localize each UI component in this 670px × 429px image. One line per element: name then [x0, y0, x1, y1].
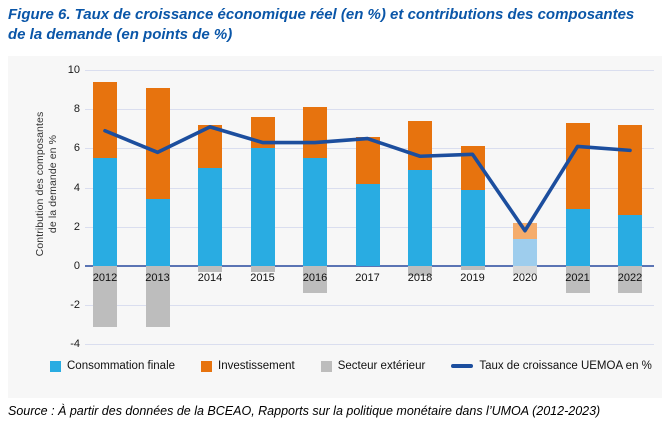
bar-segment-investissement-2012 — [93, 81, 117, 159]
bar-segment-secteur-exterieur-2022 — [618, 266, 642, 294]
x-axis-label-2013: 2013 — [145, 272, 170, 284]
bar-segment-secteur-exterieur-2016 — [303, 266, 327, 294]
legend-label: Taux de croissance UEMOA en % — [479, 360, 652, 372]
zero-axis-line — [85, 265, 654, 267]
figure-title: Figure 6. Taux de croissance économique … — [8, 5, 664, 45]
legend-line-swatch — [451, 364, 474, 368]
bar-segment-investissement-2014 — [198, 124, 222, 168]
y-tick-label: 8 — [73, 103, 80, 116]
bar-segment-investissement-2018 — [408, 120, 432, 170]
gridline — [85, 109, 654, 111]
bar-segment-consommation-finale-2020 — [513, 238, 537, 266]
bar-segment-investissement-2020 — [513, 222, 537, 239]
bar-segment-investissement-2022 — [618, 124, 642, 216]
gridline — [85, 305, 654, 307]
gridline — [85, 70, 654, 71]
bar-segment-consommation-finale-2021 — [565, 209, 590, 266]
bar-segment-investissement-2017 — [355, 136, 380, 184]
x-axis-label-2018: 2018 — [407, 272, 433, 284]
y-tick-label: -2 — [70, 299, 80, 312]
bar-segment-consommation-finale-2022 — [618, 215, 642, 266]
legend-square-swatch — [50, 360, 61, 372]
x-axis-label-2015: 2015 — [250, 272, 275, 284]
bar-segment-consommation-finale-2016 — [303, 158, 327, 266]
bar-segment-consommation-finale-2012 — [93, 158, 117, 266]
x-axis-label-2017: 2017 — [355, 272, 380, 284]
bar-segment-secteur-exterieur-2012 — [93, 266, 117, 327]
x-axis-label-2012: 2012 — [92, 272, 118, 284]
bar-segment-secteur-exterieur-2013 — [145, 266, 170, 327]
bar-segment-secteur-exterieur-2021 — [565, 266, 590, 294]
y-tick-label: 2 — [73, 220, 80, 233]
x-axis-label-2020: 2020 — [512, 272, 538, 284]
bar-segment-secteur-exterieur-2015 — [250, 266, 275, 272]
chart-legend: Consommation finale Investissement Secteur… — [50, 360, 652, 372]
bar-segment-secteur-exterieur-2019 — [460, 266, 485, 270]
x-axis-label-2022: 2022 — [617, 272, 643, 284]
bar-segment-investissement-2021 — [565, 122, 590, 210]
figure-title-line-2: de la demande (en points de %) — [8, 26, 233, 43]
chart-panel: Contribution des composantes de la deman… — [8, 56, 662, 398]
legend-label: Consommation finale — [67, 360, 176, 372]
y-tick-label: 4 — [73, 181, 80, 194]
bar-segment-secteur-exterieur-2018 — [408, 266, 432, 276]
y-tick-label: 6 — [73, 142, 80, 155]
x-axis-label-2021: 2021 — [565, 272, 590, 284]
legend-label: Secteur extérieur — [337, 360, 426, 372]
legend-label: Investissement — [218, 360, 295, 372]
legend-square-swatch — [320, 360, 332, 372]
bar-segment-consommation-finale-2018 — [408, 169, 432, 266]
y-tick-label: -4 — [70, 338, 80, 351]
x-axis-label-2014: 2014 — [197, 272, 223, 284]
legend-item-taux-de-croissance-uemoa-en-: Taux de croissance UEMOA en % — [451, 360, 652, 372]
legend-item-secteur-exterieur: Secteur extérieur — [320, 360, 426, 372]
bar-segment-consommation-finale-2019 — [460, 189, 485, 266]
gridline — [85, 344, 654, 346]
bar-segment-investissement-2015 — [250, 117, 275, 149]
bar-segment-consommation-finale-2017 — [355, 183, 380, 266]
bar-segment-investissement-2019 — [460, 146, 485, 190]
x-axis-label-2016: 2016 — [302, 272, 328, 284]
figure-title-line-1: Figure 6. Taux de croissance économique … — [8, 6, 635, 23]
bar-segment-consommation-finale-2013 — [145, 199, 170, 266]
source-note: Source : À partir des données de la BCEA… — [8, 404, 601, 418]
legend-item-consommation-finale: Consommation finale — [50, 360, 175, 372]
bar-segment-secteur-exterieur-2014 — [198, 266, 222, 272]
legend-item-investissement: Investissement — [201, 360, 295, 372]
bar-segment-consommation-finale-2015 — [250, 148, 275, 266]
x-axis-label-2019: 2019 — [460, 272, 485, 284]
y-tick-label: 0 — [73, 260, 80, 272]
legend-square-swatch — [201, 360, 213, 372]
bar-segment-investissement-2016 — [303, 107, 327, 159]
bar-segment-investissement-2013 — [145, 87, 170, 200]
y-tick-label: 10 — [67, 64, 80, 76]
bar-segment-consommation-finale-2014 — [198, 168, 222, 266]
bar-segment-secteur-exterieur-2020 — [513, 266, 537, 274]
